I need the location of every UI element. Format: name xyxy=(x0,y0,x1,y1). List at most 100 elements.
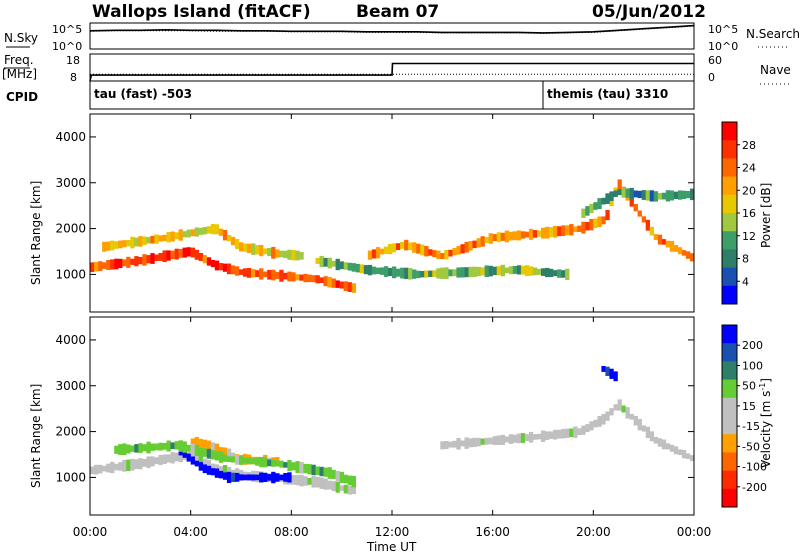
colorbar-swatch xyxy=(722,434,737,453)
heatmap-cell xyxy=(625,407,630,419)
heatmap-cell xyxy=(343,281,348,291)
heatmap-cell xyxy=(122,259,127,267)
heatmap-cell xyxy=(649,226,654,236)
heatmap-cell xyxy=(363,265,369,275)
heatmap-cell xyxy=(230,472,236,482)
heatmap-cell xyxy=(158,253,163,261)
heatmap-cell xyxy=(134,237,139,247)
heatmap-cell xyxy=(633,204,638,212)
heatmap-cell xyxy=(239,455,244,465)
heatmap-cell xyxy=(448,249,453,257)
heatmap-cell xyxy=(500,232,505,241)
heatmap-cell xyxy=(420,244,425,256)
heatmap-cell xyxy=(468,438,473,448)
heatmap-cell xyxy=(633,415,638,426)
heatmap-cell xyxy=(681,190,687,199)
heatmap-cell xyxy=(194,227,199,237)
heatmap-cell xyxy=(585,206,590,216)
colorbar-swatch xyxy=(722,285,737,305)
heatmap-cell xyxy=(355,263,361,273)
heatmap-cell xyxy=(609,368,614,379)
heatmap-cell xyxy=(146,237,151,244)
power-panel-frame xyxy=(89,113,695,313)
heatmap-cell xyxy=(226,235,232,242)
heatmap-cell xyxy=(102,241,107,252)
heatmap-cell xyxy=(194,454,199,462)
heatmap-cell xyxy=(335,280,340,288)
heatmap-cell xyxy=(653,191,658,202)
heatmap-cell xyxy=(222,454,228,462)
heatmap-cell xyxy=(202,448,207,457)
heatmap-cell xyxy=(351,476,356,488)
colorbar-tick-label: 4 xyxy=(742,275,749,288)
heatmap-cell xyxy=(492,234,497,242)
station-title: Wallops Island (fitACF) xyxy=(92,2,311,22)
heatmap-cell xyxy=(102,465,107,472)
heatmap-cell xyxy=(581,221,586,234)
colorbar-swatch xyxy=(722,470,737,490)
heatmap-cell xyxy=(295,274,300,281)
heatmap-cell xyxy=(593,419,598,428)
heatmap-cell xyxy=(222,465,228,477)
noise-right-tick-bottom: 10^0 xyxy=(708,40,738,53)
heatmap-cell xyxy=(569,428,574,437)
heatmap-cell xyxy=(400,267,405,279)
heatmap-cell xyxy=(617,179,622,190)
heatmap-cell xyxy=(657,234,663,245)
heatmap-cell xyxy=(456,438,461,450)
heatmap-cell xyxy=(412,242,417,253)
heatmap-cell xyxy=(146,441,151,454)
heatmap-cell xyxy=(605,209,610,221)
heatmap-cell xyxy=(303,476,308,486)
colorbar-tick-label: 24 xyxy=(742,162,756,175)
colorbar-tick-label: 50 xyxy=(742,380,756,393)
heatmap-cell xyxy=(230,456,236,463)
heatmap-cell xyxy=(492,266,497,276)
heatmap-cell xyxy=(561,225,566,236)
heatmap-cell xyxy=(496,435,501,445)
heatmap-cell xyxy=(287,460,292,472)
heatmap-cell xyxy=(440,253,445,259)
heatmap-cell xyxy=(452,440,457,448)
colorbar-tick-label: 8 xyxy=(742,253,749,266)
heatmap-cell xyxy=(283,250,288,259)
heatmap-cell xyxy=(520,265,526,275)
heatmap-cell xyxy=(484,437,489,445)
y-tick-label: 4000 xyxy=(55,130,86,144)
heatmap-cell xyxy=(480,438,485,445)
cpid-label: CPID xyxy=(6,90,38,104)
heatmap-cell xyxy=(271,459,276,467)
heatmap-cell xyxy=(537,268,542,275)
heatmap-cell xyxy=(375,267,381,274)
heatmap-cell xyxy=(263,248,268,255)
heatmap-cell xyxy=(202,226,207,235)
heatmap-cell xyxy=(186,247,191,257)
heatmap-cell xyxy=(202,439,207,450)
heatmap-cell xyxy=(645,219,650,231)
heatmap-cell xyxy=(299,274,304,281)
heatmap-cell xyxy=(597,416,602,427)
heatmap-cell xyxy=(158,235,163,242)
heatmap-cell xyxy=(460,267,465,278)
heatmap-cell xyxy=(150,253,155,264)
heatmap-cell xyxy=(194,249,199,260)
freq-left-tick-bottom: 8 xyxy=(70,71,77,84)
heatmap-cell xyxy=(222,472,228,480)
heatmap-cell xyxy=(339,471,344,483)
heatmap-cell xyxy=(581,208,586,218)
heatmap-cell xyxy=(609,200,614,207)
heatmap-cell xyxy=(444,249,449,260)
heatmap-cell xyxy=(263,457,268,468)
heatmap-cell xyxy=(589,203,594,213)
heatmap-cell xyxy=(512,266,518,274)
heatmap-cell xyxy=(291,249,296,261)
heatmap-cell xyxy=(202,464,207,474)
heatmap-cell xyxy=(106,463,111,473)
heatmap-cell xyxy=(641,190,646,200)
heatmap-cell xyxy=(359,264,365,274)
heatmap-cell xyxy=(319,277,324,283)
heatmap-cell xyxy=(323,478,328,490)
heatmap-cell xyxy=(331,278,336,288)
heatmap-cell xyxy=(275,460,280,467)
heatmap-cell xyxy=(472,437,477,447)
